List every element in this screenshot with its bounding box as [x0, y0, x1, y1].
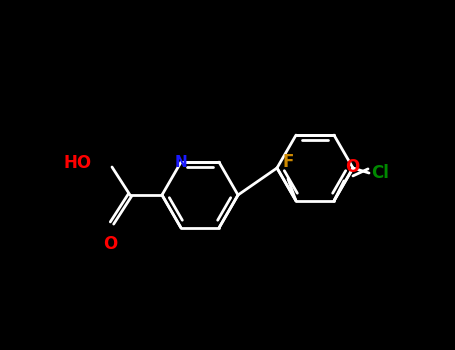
Text: Cl: Cl: [371, 164, 389, 182]
Text: N: N: [175, 155, 187, 170]
Text: F: F: [282, 153, 293, 171]
Text: O: O: [103, 235, 117, 253]
Text: O: O: [345, 158, 359, 176]
Text: HO: HO: [64, 154, 92, 172]
